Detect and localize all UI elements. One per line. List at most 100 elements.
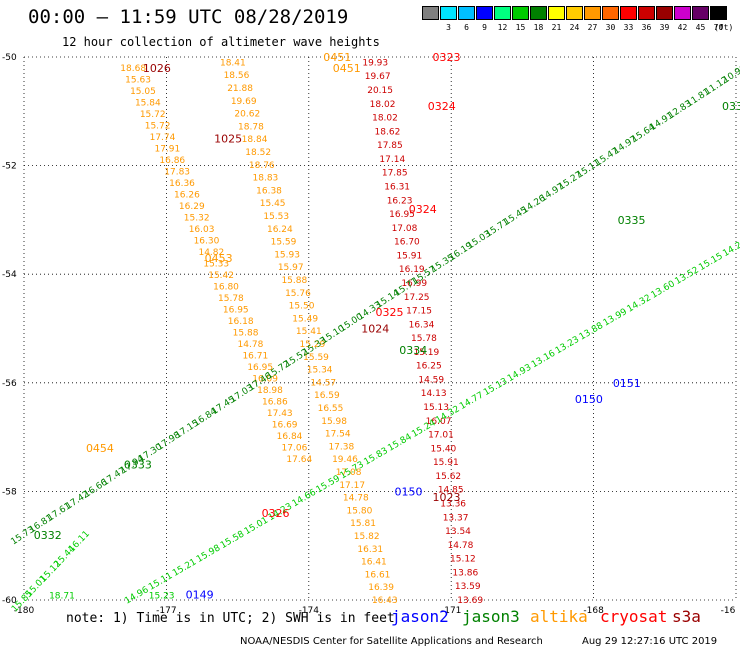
colorbar-label: 27: [587, 23, 598, 32]
colorbar-swatch: [422, 6, 439, 20]
wave-height-value: 17.08: [336, 468, 362, 478]
wave-height-value: 15.12: [450, 555, 476, 565]
wave-height-value: 16.70: [394, 238, 420, 248]
wave-height-value: 16.24: [267, 225, 293, 235]
wave-height-value: 16.80: [213, 282, 239, 292]
latitude-tick-label: -60: [2, 596, 17, 606]
pass-time-label: 0149: [186, 589, 214, 602]
wave-height-value: 14.78: [238, 340, 264, 350]
legend-cryosat: cryosat: [600, 607, 668, 626]
wave-height-value: 15.91: [396, 251, 422, 261]
wave-height-value: 15.83: [362, 446, 389, 468]
wave-height-value: 16.99: [401, 279, 427, 289]
wave-height-value: 20.62: [234, 110, 260, 120]
wave-height-value: 16.23: [387, 196, 413, 206]
wave-height-value: 16.71: [242, 351, 268, 361]
wave-height-value: 14.78: [343, 494, 369, 504]
wave-height-value: 15.40: [431, 444, 457, 454]
wave-height-value: 17.74: [150, 133, 176, 143]
wave-height-value: 15.84: [135, 98, 161, 108]
wave-height-value: 16.95: [223, 305, 249, 315]
legend-jason2: jason2: [391, 607, 449, 626]
colorbar-label: 6: [464, 23, 469, 32]
footer-credit: NOAA/NESDIS Center for Satellite Applica…: [240, 636, 543, 647]
pass-time-label: 0336: [722, 100, 740, 113]
wave-height-value: 15.72: [145, 121, 171, 131]
latitude-tick-label: -50: [2, 53, 17, 63]
wave-height-value: 17.85: [377, 141, 403, 151]
colorbar-swatch: [440, 6, 457, 20]
longitude-tick-label: -171: [441, 606, 461, 616]
wave-height-value: 15.13: [423, 403, 449, 413]
wave-height-value: 14.77: [458, 390, 485, 412]
wave-height-value: 14.66: [291, 488, 319, 510]
wave-height-value: 13.36: [440, 500, 466, 510]
colorbar-label: 42: [677, 23, 688, 32]
wave-height-value: 15.97: [278, 263, 304, 273]
wave-height-value: 14.96: [123, 585, 151, 607]
pass-time-label: 0325: [375, 306, 403, 319]
wave-height-value: 15.23: [149, 592, 175, 602]
wave-height-value: 17.91: [154, 144, 180, 154]
wave-height-value: 15.58: [219, 529, 247, 551]
latitude-tick-label: -54: [2, 270, 17, 280]
wave-height-value: 15.45: [260, 199, 286, 209]
wave-height-value: 16.18: [228, 317, 254, 327]
wave-height-value: 10.98: [721, 63, 740, 86]
wave-height-value: 19.46: [332, 455, 358, 465]
wave-height-value: 15.34: [307, 366, 333, 376]
wave-height-value: 16.09: [252, 374, 278, 384]
wave-height-value: 13.99: [602, 307, 630, 329]
colorbar-label: 36: [641, 23, 652, 32]
wave-height-value: 18.02: [370, 100, 396, 110]
pass-time-label: 0334: [399, 344, 427, 357]
pass-time-label: 0324: [409, 203, 437, 216]
wave-height-value: 15.82: [354, 532, 380, 542]
colorbar-label: 39: [659, 23, 670, 32]
wave-height-value: 15.59: [315, 474, 343, 496]
wave-height-value: 16.41: [361, 558, 387, 568]
wave-height-value: 17.08: [392, 224, 418, 234]
wave-height-value: 13.88: [578, 321, 606, 343]
pass-time-label: 0150: [394, 485, 422, 498]
wave-height-value: 19.69: [231, 97, 257, 107]
wave-height-value: 14.78: [448, 541, 474, 551]
wave-height-value: 16.36: [169, 179, 195, 189]
wave-height-value: 14.85: [438, 486, 464, 496]
colorbar-label: 21: [551, 23, 562, 32]
wave-height-value: 15.72: [140, 110, 166, 120]
wave-height-value: 13.37: [443, 513, 469, 523]
wave-height-value: 13.54: [445, 527, 471, 537]
wave-height-value: 16.19: [399, 265, 425, 275]
wave-height-value: 14.93: [506, 363, 533, 385]
colorbar-label: 24: [569, 23, 580, 32]
colorbar-swatch: [674, 6, 691, 20]
wave-height-value: 18.56: [224, 71, 250, 81]
wave-height-value: 15.42: [208, 271, 234, 281]
wave-height-value: 17.01: [428, 431, 454, 441]
wave-height-value: 18.98: [257, 386, 283, 396]
wave-height-value: 17.54: [325, 430, 351, 440]
wave-height-value: 13.16: [530, 349, 558, 371]
wave-height-value: 17.06: [282, 443, 308, 453]
wave-height-value: 14.59: [418, 375, 444, 385]
legend-jason3: jason3: [462, 607, 520, 626]
wave-height-value: 15.19: [413, 348, 439, 358]
wave-height-value: 15.91: [433, 458, 459, 468]
wave-height-value: 15.78: [218, 294, 244, 304]
wave-height-value: 16.43: [372, 596, 398, 606]
longitude-tick-label: -177: [156, 606, 176, 616]
wave-height-value: 16.31: [357, 545, 383, 555]
pass-time-label: 0323: [432, 51, 460, 64]
wave-height-value: 17.25: [404, 293, 430, 303]
legend-altika: altika: [530, 607, 588, 626]
wave-height-value: 15.88: [233, 328, 259, 338]
wave-height-value: 17.14: [379, 155, 405, 165]
wave-height-value: 16.69: [272, 420, 298, 430]
wave-height-value: 15.98: [195, 543, 223, 565]
longitude-tick-label: -168: [583, 606, 604, 616]
wave-height-value: 13.59: [455, 582, 481, 592]
footer-note: note: 1) Time is in UTC; 2) SWH is in fe…: [66, 611, 395, 626]
